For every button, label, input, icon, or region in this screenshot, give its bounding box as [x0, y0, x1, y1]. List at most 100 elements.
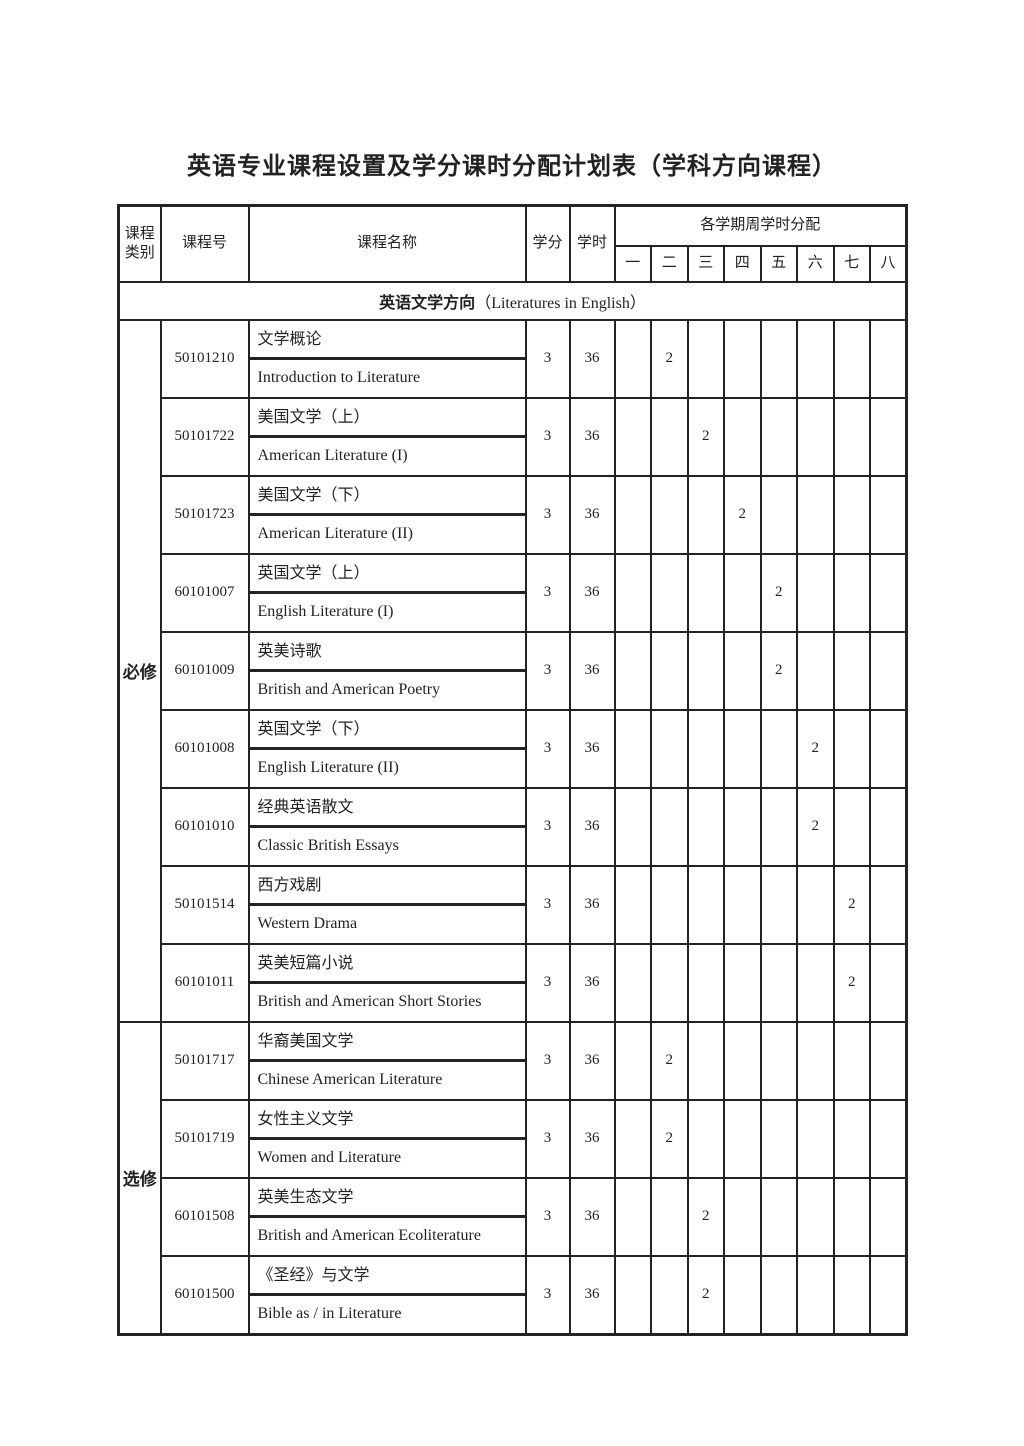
- course-name-cell: 华裔美国文学 Chinese American Literature: [247, 1020, 527, 1101]
- semester-8-hours-cell: [869, 864, 908, 945]
- course-name-zh: 英国文学（上）: [250, 556, 524, 594]
- category-cell: 必修: [117, 318, 162, 1023]
- course-row: 60101007 英国文学（上） English Literature (I) 3 36…: [119, 552, 908, 633]
- course-name-en: Chinese American Literature: [257, 1070, 443, 1088]
- page-title: 英语专业课程设置及学分课时分配计划表（学科方向课程）: [187, 153, 837, 180]
- semester-2-hours-cell: [650, 708, 689, 789]
- semester-5-hours-cell: [759, 474, 798, 555]
- course-name-cell: 英美生态文学 British and American Ecoliterature: [247, 1176, 527, 1257]
- semester-6-hours-cell: 2: [796, 786, 835, 867]
- course-name-zh: 《圣经》与文学: [250, 1257, 524, 1296]
- semester-1-hours-cell: [613, 396, 652, 477]
- course-name-en: American Literature (I): [257, 446, 408, 464]
- semester-6-hours-cell: [796, 942, 835, 1023]
- semester-8-hours-cell: [869, 708, 908, 789]
- credits-cell: 3: [524, 396, 571, 477]
- course-number-cell: 60101009: [159, 630, 250, 711]
- semester-4-hours-cell: [723, 942, 762, 1023]
- semester-7-hours-cell: 2: [832, 864, 871, 945]
- hours-cell: 36: [568, 1176, 616, 1257]
- course-number-cell: 60101508: [159, 1176, 250, 1257]
- semester-2-hours-cell: [650, 1254, 689, 1335]
- credits-cell: 3: [524, 474, 571, 555]
- semester-5-hours-cell: [759, 318, 798, 399]
- hours-cell: 36: [568, 474, 616, 555]
- course-row: 60101500 《圣经》与文学 Bible as / in Literature 3…: [119, 1254, 908, 1335]
- semester-1-hours-cell: [613, 708, 652, 789]
- course-name-cell: 美国文学（上） American Literature (I): [247, 396, 527, 477]
- semester-1-hours-cell: [613, 318, 652, 399]
- course-row: 60101009 英美诗歌 British and American Poetry 3…: [119, 630, 908, 711]
- semester-1-hours-cell: [613, 864, 652, 945]
- course-row: 60101010 经典英语散文 Classic British Essays 3 36 2: [119, 786, 908, 867]
- course-name-cell: 经典英语散文 Classic British Essays: [247, 786, 527, 867]
- course-number-cell: 60101008: [159, 708, 250, 789]
- course-row: 50101722 美国文学（上） American Literature (I) 3 3…: [119, 396, 908, 477]
- semester-1-hours-cell: [613, 630, 652, 711]
- course-row: 50101514 西方戏剧 Western Drama 3 36 2: [119, 864, 908, 945]
- hours-cell: 36: [568, 1020, 616, 1101]
- course-number-cell: 50101719: [159, 1098, 250, 1179]
- semester-2-hours-cell: [650, 630, 689, 711]
- semester-8-hours-cell: [869, 474, 908, 555]
- semester-6-hours-cell: [796, 1098, 835, 1179]
- header-semester-5: 五: [759, 244, 798, 283]
- course-number-cell: 60101011: [159, 942, 250, 1023]
- semester-2-hours-cell: [650, 552, 689, 633]
- semester-6-hours-cell: [796, 630, 835, 711]
- semester-7-hours-cell: [832, 318, 871, 399]
- course-name-en: English Literature (II): [257, 758, 399, 776]
- credits-cell: 3: [524, 1020, 571, 1101]
- semester-3-hours-cell: [686, 942, 725, 1023]
- semester-6-hours-cell: [796, 318, 835, 399]
- semester-8-hours-cell: [869, 396, 908, 477]
- credits-cell: 3: [524, 318, 571, 399]
- semester-7-hours-cell: [832, 1176, 871, 1257]
- semester-6-hours-cell: [796, 1176, 835, 1257]
- semester-1-hours-cell: [613, 552, 652, 633]
- semester-1-hours-cell: [613, 474, 652, 555]
- semester-1-hours-cell: [613, 1254, 652, 1335]
- semester-3-hours-cell: [686, 1020, 725, 1101]
- course-row: 选修 50101717 华裔美国文学 Chinese American Literat…: [117, 1020, 908, 1335]
- credits-cell: 3: [524, 708, 571, 789]
- semester-4-hours-cell: [723, 630, 762, 711]
- semester-2-hours-cell: [650, 942, 689, 1023]
- semester-5-hours-cell: [759, 1098, 798, 1179]
- course-name-zh: 经典英语散文: [250, 790, 524, 828]
- header-semester-1: 一: [613, 244, 652, 283]
- semester-3-hours-cell: [686, 318, 725, 399]
- course-row: 50101723 美国文学（下） American Literature (II) 3…: [119, 474, 908, 555]
- semester-1-hours-cell: [613, 786, 652, 867]
- course-number-cell: 60101010: [159, 786, 250, 867]
- semester-5-hours-cell: [759, 1254, 798, 1335]
- credits-cell: 3: [524, 1254, 571, 1335]
- course-name-zh: 文学概论: [250, 322, 524, 360]
- section-title-en: （Literatures in English）: [475, 294, 646, 312]
- header-course-no: 课程号: [159, 204, 250, 283]
- semester-3-hours-cell: [686, 786, 725, 867]
- semester-7-hours-cell: [832, 474, 871, 555]
- section-header-row: 英语文学方向（Literatures in English）: [117, 280, 908, 321]
- header-semester-2: 二: [650, 244, 689, 283]
- semester-4-hours-cell: [723, 864, 762, 945]
- semester-5-hours-cell: [759, 708, 798, 789]
- header-course-name: 课程名称: [247, 204, 527, 283]
- header-row-semesters: 一 二 三 四 五 六 七 八: [119, 244, 908, 283]
- semester-7-hours-cell: [832, 630, 871, 711]
- course-name-zh: 美国文学（下）: [250, 478, 524, 516]
- course-name-cell: 西方戏剧 Western Drama: [247, 864, 527, 945]
- semester-5-hours-cell: [759, 786, 798, 867]
- semester-6-hours-cell: [796, 864, 835, 945]
- course-name-en: British and American Short Stories: [257, 992, 482, 1010]
- course-row: 必修 50101210 文学概论 Introduction to Literature…: [117, 318, 908, 1023]
- course-name-zh: 英美短篇小说: [250, 946, 524, 984]
- semester-6-hours-cell: [796, 474, 835, 555]
- course-name-zh: 英美诗歌: [250, 634, 524, 672]
- course-plan-table: 课程类别 课程号 课程名称 学分 学时 各学期周学时分配 一 二 三 四 五 六…: [117, 204, 909, 1336]
- semester-1-hours-cell: [613, 1098, 652, 1179]
- course-name-en: British and American Poetry: [257, 680, 441, 698]
- header-semester-8: 八: [869, 244, 908, 283]
- course-name-en: British and American Ecoliterature: [257, 1226, 481, 1244]
- semester-4-hours-cell: [723, 1020, 762, 1101]
